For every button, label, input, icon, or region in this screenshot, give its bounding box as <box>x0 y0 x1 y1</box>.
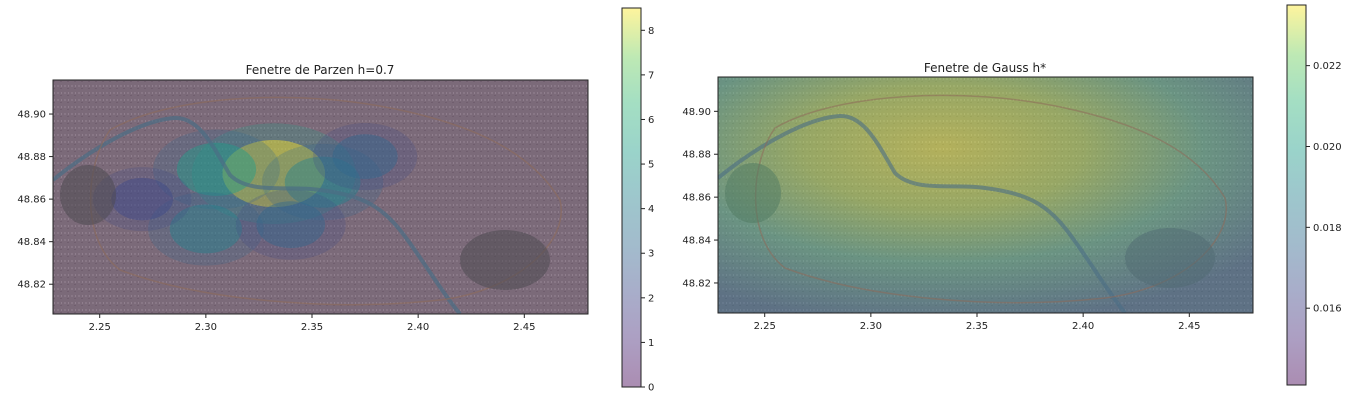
density-halo <box>191 123 356 224</box>
x-tick-label: 2.45 <box>513 322 535 333</box>
gauss-panel: Fenetre de Gauss h* 2.25 2.30 2.35 2.40 2.45… <box>682 4 1342 386</box>
colorbar: 0.016 0.018 0.020 0.022 <box>1286 4 1342 386</box>
colorbar-tick-label: 2 <box>648 293 654 304</box>
colorbar-tick-label: 6 <box>648 115 654 126</box>
y-tick-label: 48.82 <box>17 280 46 291</box>
density-peak <box>169 204 242 254</box>
density-halo <box>235 189 346 260</box>
x-tick-label: 2.25 <box>89 322 111 333</box>
x-tick-label: 2.40 <box>1072 321 1094 332</box>
chart-title: Fenetre de Parzen h=0.7 <box>246 63 395 77</box>
colorbar: 0 1 2 3 4 5 6 7 8 <box>621 7 654 394</box>
y-tick-label: 48.88 <box>682 150 711 161</box>
density-halo <box>92 167 192 232</box>
x-tick-label: 2.35 <box>966 321 988 332</box>
colorbar-tick-label: 5 <box>648 160 654 171</box>
y-tick-label: 48.86 <box>682 193 711 204</box>
y-axis: 48.82 48.84 48.86 48.88 48.90 <box>17 110 53 291</box>
colorbar-tick-label: 8 <box>648 26 654 37</box>
colorbar-tick-label: 0 <box>648 383 654 394</box>
colorbar-tick-label: 4 <box>648 204 654 215</box>
y-tick-label: 48.84 <box>17 237 46 248</box>
colorbar-scale <box>1287 5 1306 385</box>
parzen-panel: Fenetre de Parzen h=0.7 2.25 2.30 2.35 2.40… <box>17 7 654 394</box>
density-layer <box>92 123 418 266</box>
density-halo <box>262 143 384 221</box>
x-tick-label: 2.40 <box>407 322 429 333</box>
x-tick-label: 2.30 <box>860 321 882 332</box>
colorbar-tick-label: 3 <box>648 249 654 260</box>
y-tick-label: 48.82 <box>682 278 711 289</box>
x-tick-label: 2.35 <box>301 322 323 333</box>
colorbar-tick-label: 0.016 <box>1313 304 1342 315</box>
colorbar-tick-label: 0.022 <box>1313 61 1342 72</box>
x-tick-label: 2.30 <box>195 322 217 333</box>
y-tick-label: 48.86 <box>17 195 46 206</box>
bois-de-vincennes <box>460 230 550 290</box>
y-tick-label: 48.84 <box>682 236 711 247</box>
density-halo <box>148 192 264 266</box>
chart-title: Fenetre de Gauss h* <box>924 61 1046 75</box>
x-tick-label: 2.25 <box>754 321 776 332</box>
y-tick-label: 48.90 <box>682 107 711 118</box>
x-axis: 2.25 2.30 2.35 2.40 2.45 <box>89 314 535 333</box>
colorbar-tick-label: 1 <box>648 338 654 349</box>
density-peak <box>176 142 257 196</box>
plot-frame <box>52 79 589 315</box>
bois-de-boulogne <box>725 163 781 223</box>
density-halo <box>153 129 280 210</box>
bois-de-vincennes <box>1125 228 1215 288</box>
density-peak <box>111 177 173 221</box>
colorbar-tick-label: 0.020 <box>1313 142 1342 153</box>
bois-de-boulogne <box>60 165 116 225</box>
y-tick-label: 48.88 <box>17 152 46 163</box>
y-tick-label: 48.90 <box>17 110 46 121</box>
plot-frame <box>717 76 1254 314</box>
colorbar-scale <box>622 8 641 387</box>
seine-river <box>718 113 1127 313</box>
colorbar-tick-label: 7 <box>648 70 654 81</box>
colorbar-tick-label: 0.018 <box>1313 223 1342 234</box>
density-peak <box>256 201 326 249</box>
y-axis: 48.82 48.84 48.86 48.88 48.90 <box>682 107 718 289</box>
density-halo <box>312 123 418 191</box>
seine-river <box>53 115 462 314</box>
density-peak <box>332 134 398 179</box>
x-axis: 2.25 2.30 2.35 2.40 2.45 <box>754 313 1200 332</box>
x-tick-label: 2.45 <box>1178 321 1200 332</box>
